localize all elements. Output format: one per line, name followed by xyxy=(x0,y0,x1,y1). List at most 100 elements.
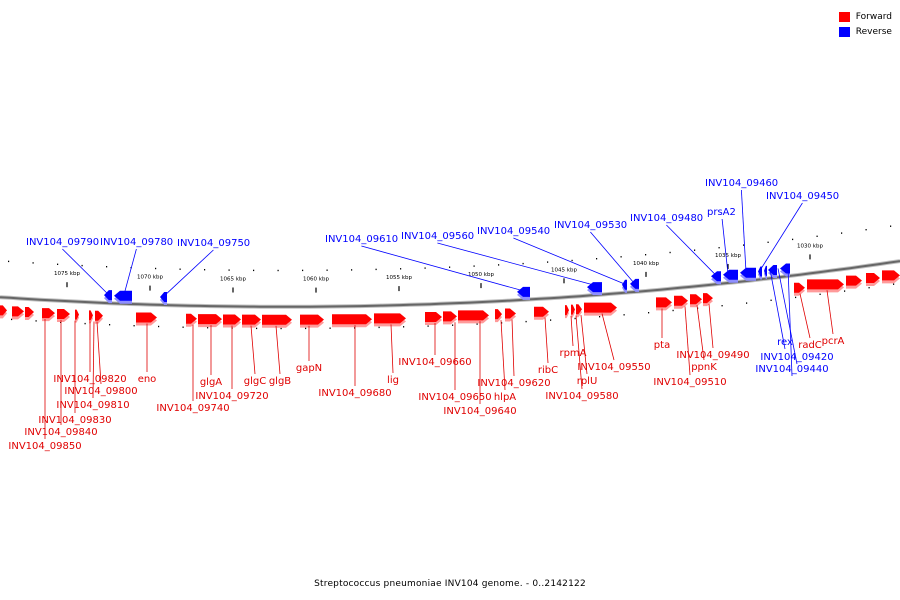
tick-label: 1055 kbp xyxy=(386,275,412,281)
forward-gene-arrow xyxy=(0,305,7,316)
forward-gene-arrow xyxy=(534,306,549,317)
ruler-dot xyxy=(133,325,135,327)
forward-gene-arrow xyxy=(300,314,324,325)
gene-label-inv104-09560: INV104_09560 xyxy=(401,231,474,242)
reverse-gene-arrow xyxy=(740,267,756,278)
gene-label-inv104-09720: INV104_09720 xyxy=(195,391,268,402)
ruler-dot xyxy=(32,262,34,264)
ruler-dot xyxy=(743,244,745,246)
ruler-dot xyxy=(400,268,402,270)
ruler-dot xyxy=(476,323,478,325)
label-leader-lines xyxy=(44,189,834,439)
reverse-gene-arrow xyxy=(723,269,738,280)
forward-gene-arrow xyxy=(242,314,261,325)
forward-gene-arrow xyxy=(571,304,575,315)
gene-label-inv104-09820: INV104_09820 xyxy=(53,374,126,385)
gene-label-inv104-09420: INV104_09420 xyxy=(760,352,833,363)
gene-label-inv104-09840: INV104_09840 xyxy=(24,427,97,438)
forward-gene-arrow xyxy=(136,312,157,323)
reverse-swatch xyxy=(838,26,850,37)
forward-gene-arrow xyxy=(262,314,292,325)
gene-label-inv104-09780: INV104_09780 xyxy=(100,237,173,248)
gene-label-inv104-09640: INV104_09640 xyxy=(443,406,516,417)
ruler-dot xyxy=(253,269,255,272)
ruler-dot xyxy=(767,241,769,243)
gene-label-glga: glgA xyxy=(200,377,222,388)
forward-gene-arrow xyxy=(807,279,844,290)
backbone-line xyxy=(0,260,900,308)
leader-lig xyxy=(390,324,394,374)
ruler-dot xyxy=(280,327,282,330)
leader-ppnk xyxy=(696,305,705,361)
ruler-dot xyxy=(329,327,331,329)
gene-label-rplu: rplU xyxy=(577,376,598,387)
forward-gene-arrow xyxy=(656,297,672,308)
leader-inv104-09550 xyxy=(601,313,615,361)
forward-gene-arrow xyxy=(703,293,713,304)
ruler-dot xyxy=(596,258,598,260)
ruler-dot xyxy=(844,290,846,292)
leader-inv104-09790 xyxy=(62,248,109,295)
tick-label: 1070 kbp xyxy=(137,275,163,281)
leader-rplu xyxy=(580,315,588,375)
gene-label-eno: eno xyxy=(138,374,157,385)
ruler-dot xyxy=(648,312,650,314)
leader-inv104-09420 xyxy=(777,268,798,365)
forward-gene-arrow xyxy=(12,306,24,317)
leader-inv104-09580 xyxy=(575,315,583,390)
gene-label-pcra: pcrA xyxy=(822,336,845,347)
gene-label-inv104-09460: INV104_09460 xyxy=(705,178,778,189)
gene-label-pta: pta xyxy=(654,340,670,351)
gene-label-ribc: ribC xyxy=(538,365,558,376)
ruler-dot xyxy=(207,327,209,329)
reverse-gene-arrow xyxy=(764,265,767,276)
leader-inv104-09780 xyxy=(123,248,137,295)
gene-label-inv104-09660: INV104_09660 xyxy=(398,357,471,368)
ruler-dot xyxy=(669,251,671,254)
forward-gene-arrow xyxy=(425,312,442,323)
forward-gene-arrow xyxy=(576,304,582,315)
forward-gene-arrow xyxy=(374,313,406,324)
leader-radc xyxy=(799,293,811,339)
ruler-dot xyxy=(375,268,377,271)
gene-label-inv104-09620: INV104_09620 xyxy=(477,378,550,389)
forward-gene-arrow xyxy=(495,309,502,320)
ruler-dot xyxy=(155,267,157,270)
gene-label-glgc: glgC xyxy=(244,376,266,387)
reverse-gene-arrow xyxy=(517,286,530,297)
leader-inv104-09530 xyxy=(590,231,635,284)
ruler-dot xyxy=(473,265,475,267)
gene-label-inv104-09510: INV104_09510 xyxy=(653,377,726,388)
tick-label: 1045 kbp xyxy=(551,267,577,273)
ruler-dot xyxy=(84,322,86,325)
forward-gene-arrow xyxy=(25,307,34,318)
leader-inv104-09560 xyxy=(437,242,598,287)
ruler-dot xyxy=(351,269,353,271)
gene-label-inv104-09440: INV104_09440 xyxy=(755,364,828,375)
ruler-dot xyxy=(620,256,622,258)
ruler-dot xyxy=(106,266,108,268)
gene-label-inv104-09450: INV104_09450 xyxy=(766,191,839,202)
leader-pcra xyxy=(826,290,834,335)
gene-label-inv104-09650: INV104_09650 xyxy=(418,392,491,403)
ruler-dot xyxy=(57,263,59,265)
leader-inv104-09510 xyxy=(684,306,691,376)
gene-label-inv104-09540: INV104_09540 xyxy=(477,226,550,237)
legend-reverse-label: Reverse xyxy=(855,26,892,37)
forward-gene-arrow xyxy=(846,275,862,286)
ruler-dot xyxy=(792,238,794,241)
ruler-dot xyxy=(158,325,160,328)
ruler-dot xyxy=(893,283,895,285)
leader-ribc xyxy=(544,317,549,364)
gene-label-inv104-09680: INV104_09680 xyxy=(318,388,391,399)
reverse-gene-arrow xyxy=(114,290,132,301)
reverse-gene-arrow xyxy=(711,271,721,282)
gene-label-inv104-09610: INV104_09610 xyxy=(325,234,398,245)
ruler-dot xyxy=(746,302,748,304)
gene-label-hlpa: hlpA xyxy=(494,392,516,403)
ruler-dot xyxy=(574,317,576,320)
ruler-dot xyxy=(182,326,184,328)
gene-label-lig: lig xyxy=(387,375,399,386)
forward-gene-arrow xyxy=(186,313,197,324)
ruler-dot xyxy=(865,229,867,231)
